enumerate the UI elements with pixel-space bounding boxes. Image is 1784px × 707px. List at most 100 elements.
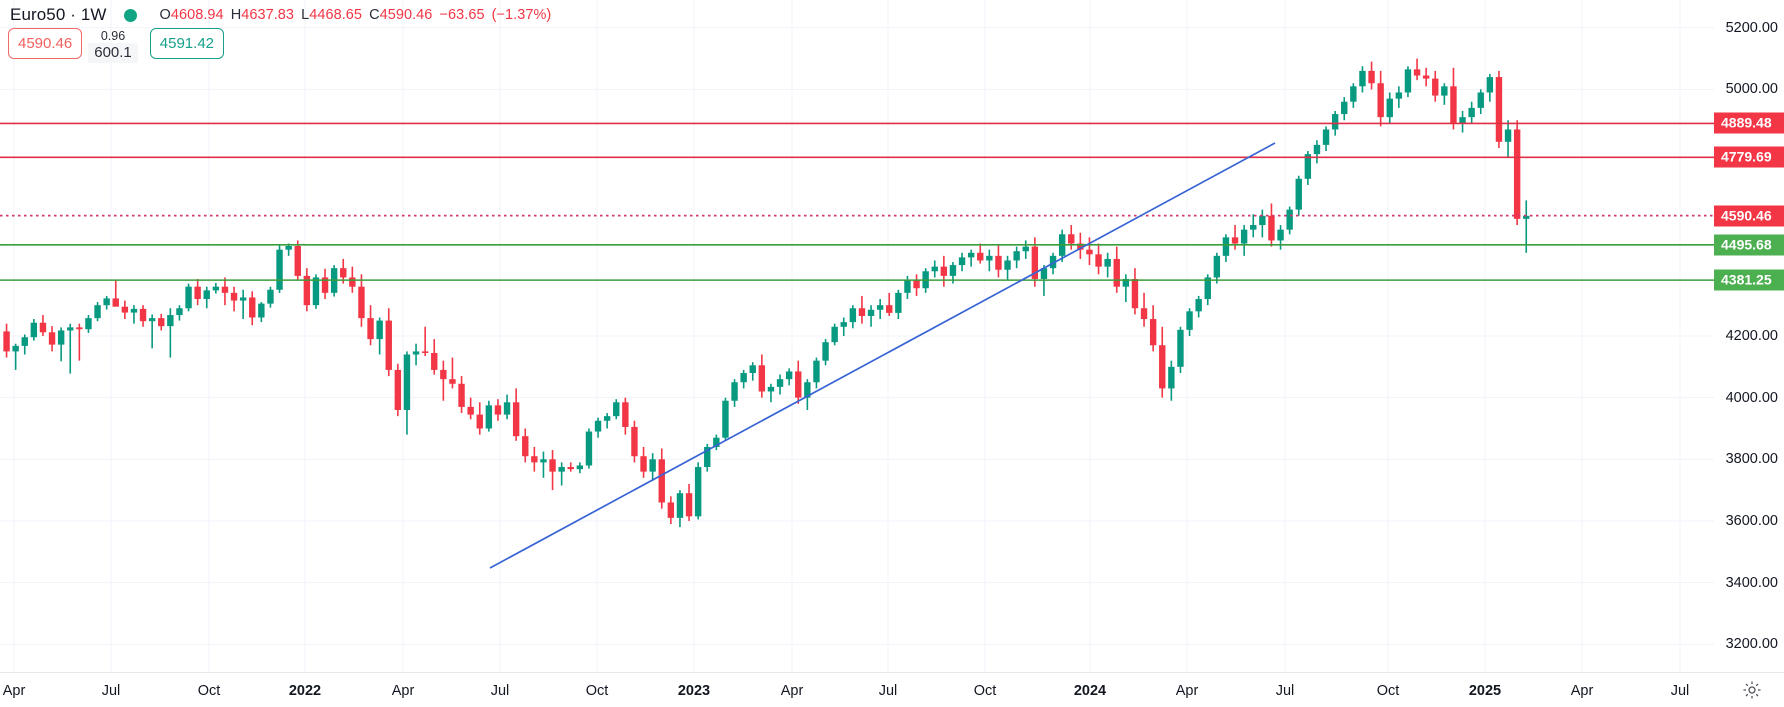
market-open-dot-icon — [123, 8, 137, 22]
candlestick — [1259, 209, 1266, 238]
candlestick — [1068, 225, 1075, 250]
candlestick — [1486, 73, 1494, 102]
candlestick — [276, 245, 283, 293]
symbol-title[interactable]: Euro50 · 1W — [10, 5, 107, 24]
candlestick — [1113, 246, 1120, 293]
candlestick — [57, 327, 65, 362]
price-level-badge[interactable]: 4779.69 — [1714, 146, 1784, 168]
candlestick — [1404, 66, 1412, 98]
candlestick — [594, 417, 602, 438]
candlestick — [476, 402, 483, 435]
candlestick — [1495, 70, 1503, 148]
candlestick — [785, 368, 793, 386]
candlestick — [640, 446, 647, 478]
candlestick — [776, 374, 784, 395]
candlestick — [503, 394, 511, 420]
candlestick — [758, 354, 766, 398]
candlestick — [685, 483, 693, 521]
ohlc-open-value: 4608.94 — [170, 7, 224, 23]
ohlc-close-label: C — [369, 7, 380, 23]
time-axis-tick: Apr — [1175, 683, 1199, 699]
time-axis-tick: Jul — [1670, 683, 1690, 699]
candlestick — [467, 397, 474, 420]
price-level-badge[interactable]: 4889.48 — [1714, 112, 1784, 134]
candlestick — [1450, 67, 1457, 130]
price-level-badge[interactable]: 4590.46 — [1714, 205, 1784, 227]
time-axis-tick: Apr — [780, 683, 804, 699]
candlestick — [1013, 246, 1020, 269]
chart-plot-area[interactable] — [0, 0, 1714, 672]
candlestick — [822, 339, 829, 366]
candlestick — [522, 428, 529, 463]
indicator-badge-right[interactable]: 4591.42 — [149, 28, 225, 59]
candlestick — [531, 446, 538, 472]
candlestick — [1140, 292, 1148, 327]
candlestick — [1095, 243, 1102, 275]
candlestick — [676, 490, 684, 528]
candlestick — [895, 289, 902, 320]
candlestick — [130, 305, 138, 324]
indicator-badge-middle[interactable]: 0.96 600.1 — [88, 28, 138, 63]
candlestick — [431, 339, 438, 375]
candlestick — [1286, 206, 1293, 235]
candlestick — [1077, 232, 1084, 259]
candlestick — [1240, 225, 1248, 256]
candlestick — [1204, 274, 1211, 306]
candlestick — [831, 323, 838, 346]
candlestick — [267, 286, 274, 308]
indicator-badge-left[interactable]: 4590.46 — [8, 28, 83, 59]
ohlc-change-percent: (−1.37%) — [491, 7, 552, 23]
candlestick — [1395, 86, 1403, 108]
time-scale[interactable]: Apr Jul Oct 2022 Apr Jul Oct 2023 Apr Jul Oct 2024 A… — [0, 672, 1784, 707]
price-level-badge[interactable]: 4495.68 — [1714, 234, 1784, 256]
candlestick — [1186, 308, 1193, 336]
candlestick — [212, 282, 220, 294]
price-axis-tick: 4000.00 — [1725, 389, 1778, 406]
candlestick — [1250, 214, 1257, 238]
candlestick — [1022, 240, 1029, 259]
candlestick — [1159, 326, 1166, 398]
candlestick — [1350, 83, 1357, 108]
candlestick — [440, 360, 447, 401]
candlestick — [1268, 203, 1275, 247]
trendline[interactable] — [489, 142, 1276, 569]
time-axis-tick: Jul — [878, 683, 898, 699]
candlestick — [1359, 66, 1366, 93]
candlestick — [1231, 225, 1239, 250]
candlestick — [767, 383, 775, 403]
candlestick — [1168, 360, 1175, 401]
candlestick — [1122, 274, 1130, 303]
ohlc-open-label: O — [159, 7, 171, 23]
price-axis-tick: 5200.00 — [1725, 19, 1778, 36]
ohlc-high-value: 4637.83 — [241, 7, 295, 23]
candlestick — [1086, 237, 1093, 266]
time-axis-tick: Oct — [585, 683, 609, 699]
candlestick — [239, 289, 247, 320]
candlestick — [1441, 83, 1448, 105]
price-level-badge[interactable]: 4381.25 — [1714, 269, 1784, 291]
candlestick — [804, 379, 811, 410]
candlestick — [704, 443, 711, 472]
candlestick — [849, 305, 857, 329]
candlestick — [1177, 326, 1184, 373]
candlestick — [958, 252, 966, 272]
candlestick — [30, 319, 38, 341]
gear-icon[interactable] — [1740, 678, 1764, 702]
candlestick — [1341, 97, 1348, 121]
price-scale[interactable]: 5200.00 5000.00 4200.00 4000.00 3800.00 3600.… — [1714, 0, 1784, 672]
time-axis-tick: Jul — [101, 683, 121, 699]
candlestick — [3, 323, 10, 358]
candlestick — [485, 400, 493, 432]
candlestick — [876, 299, 884, 320]
candlestick — [85, 315, 92, 333]
candlestick — [622, 397, 629, 435]
candlestick — [376, 317, 383, 355]
candlestick — [48, 326, 56, 352]
candlestick — [558, 462, 565, 486]
candlestick — [1213, 252, 1221, 284]
candlestick — [931, 260, 938, 278]
candlestick — [303, 268, 311, 312]
candlestick — [21, 334, 28, 355]
candlestick — [176, 305, 183, 321]
price-axis-tick: 4200.00 — [1725, 328, 1778, 344]
